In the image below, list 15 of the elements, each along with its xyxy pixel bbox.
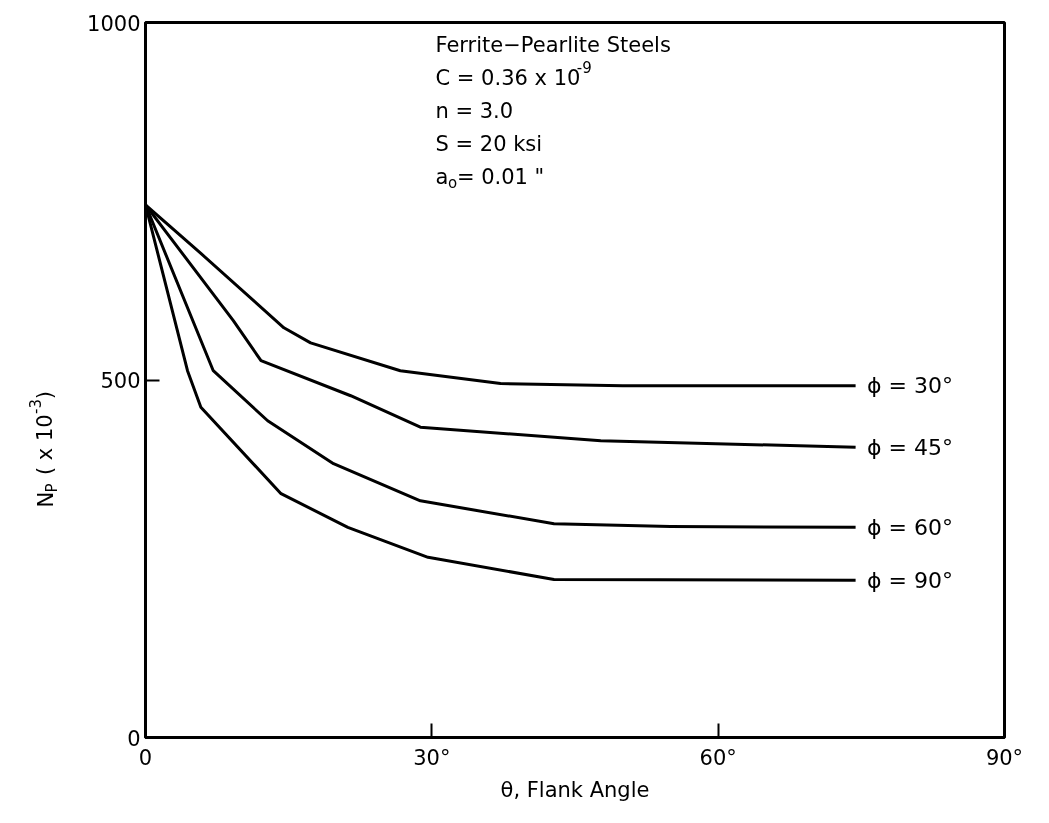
series-label: ϕ = 45° xyxy=(867,434,953,460)
y-axis-title: NP ( x 10-3) xyxy=(27,391,61,508)
x-tick-label: 30° xyxy=(413,745,451,770)
annotation: n = 3.0 xyxy=(435,98,514,123)
x-tick-label: 90° xyxy=(985,745,1024,770)
annotation: S = 20 ksi xyxy=(435,131,543,156)
x-axis-title: θ, Flank Angle xyxy=(500,777,650,802)
annotation: Ferrite−Pearlite Steels xyxy=(435,32,671,57)
series-label: ϕ = 60° xyxy=(867,514,953,540)
y-tick-label: 1000 xyxy=(87,11,141,36)
series-label: ϕ = 90° xyxy=(867,567,953,593)
y-tick-label: 0 xyxy=(127,726,141,751)
x-tick-label: 60° xyxy=(699,745,737,770)
series-label: ϕ = 30° xyxy=(867,373,953,399)
y-tick-label: 500 xyxy=(100,369,141,393)
